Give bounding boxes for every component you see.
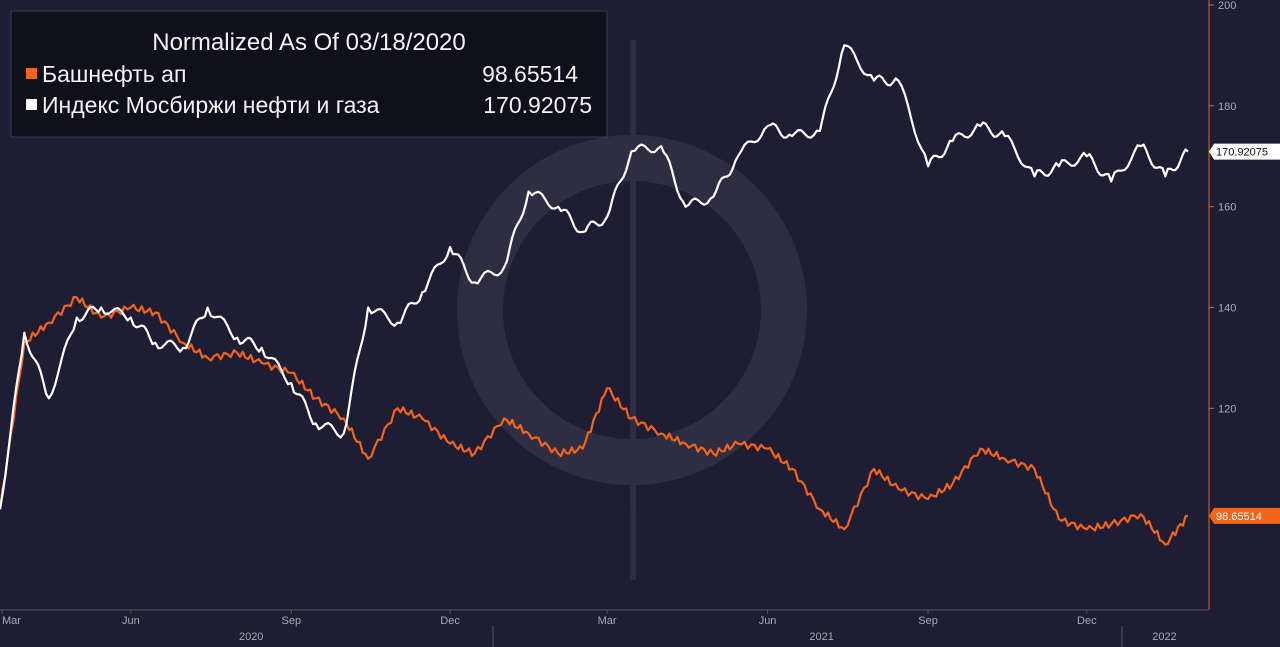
x-tick-label: Sep (918, 615, 938, 627)
legend-label-moex-oil-gas: Индекс Мосбиржи нефти и газа (42, 92, 380, 118)
x-tick-label: Jun (759, 615, 777, 627)
y-tick-label: 140 (1218, 303, 1236, 315)
legend: Normalized As Of 03/18/2020 Башнефть ап … (10, 10, 608, 138)
legend-swatch-bashneft (26, 68, 37, 79)
legend-label-bashneft: Башнефть ап (42, 61, 186, 87)
legend-box (10, 10, 608, 138)
legend-value-moex-oil-gas: 170.92075 (483, 92, 592, 118)
x-tick-label: Mar (598, 615, 617, 627)
y-tick-label: 180 (1218, 101, 1236, 113)
x-tick-label: Dec (1077, 615, 1097, 627)
x-year-label: 2020 (239, 631, 263, 643)
x-tick-label: Mar (2, 615, 21, 627)
legend-value-bashneft: 98.65514 (482, 61, 578, 87)
x-tick-label: Jun (122, 615, 140, 627)
x-tick-label: Sep (282, 615, 302, 627)
watermark-logo (457, 40, 807, 580)
y-tick-label: 120 (1218, 403, 1236, 415)
y-tick-label: 200 (1218, 0, 1236, 12)
x-axis-ticks: Mar Jun Sep Dec Mar Jun Sep Dec 2020 2021 2022 (1, 610, 1177, 643)
last-value-badge-bashneft (1209, 507, 1280, 524)
series-layer (0, 44, 1189, 546)
legend-swatch-moex-oil-gas (26, 99, 37, 110)
y-axis-ticks: 200 180 160 140 120 (1209, 0, 1236, 415)
last-value-badge-moex-oil-gas (1209, 143, 1280, 160)
series-line-bashneft (0, 295, 1189, 546)
last-value-label-bashneft: 98.65514 (1216, 511, 1262, 523)
x-year-label: 2021 (809, 631, 833, 643)
x-year-label: 2022 (1152, 631, 1176, 643)
last-value-label-moex-oil-gas: 170.92075 (1216, 147, 1268, 159)
x-tick-label: Dec (440, 615, 460, 627)
y-tick-label: 160 (1218, 202, 1236, 214)
chart-title: Normalized As Of 03/18/2020 (152, 29, 466, 56)
last-value-badges: 98.65514 170.92075 (1209, 143, 1280, 524)
series-line-moex-oil-gas (0, 44, 1189, 510)
